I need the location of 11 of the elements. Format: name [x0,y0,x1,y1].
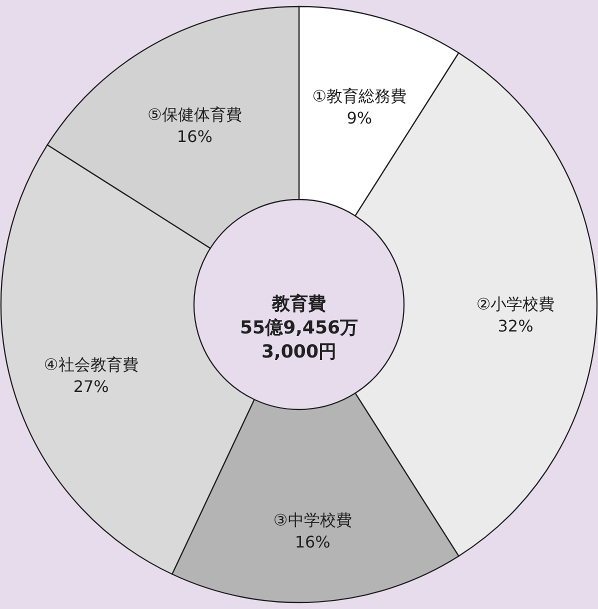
slice-label: ④社会教育費 [44,354,138,374]
data-label: 16% [176,126,212,146]
slice-label: ⑤保健体育費 [148,104,242,124]
data-label: 16% [294,532,330,552]
data-label: 32% [498,316,534,336]
data-label: 27% [73,376,109,396]
data-label: 9% [346,108,372,128]
slice-label: ①教育総務費 [312,86,407,106]
slice-label: ③中学校費 [273,510,352,530]
slice-label: ②小学校費 [476,294,555,314]
text: 教育費 55億9,456万 3,000円 [240,292,358,362]
